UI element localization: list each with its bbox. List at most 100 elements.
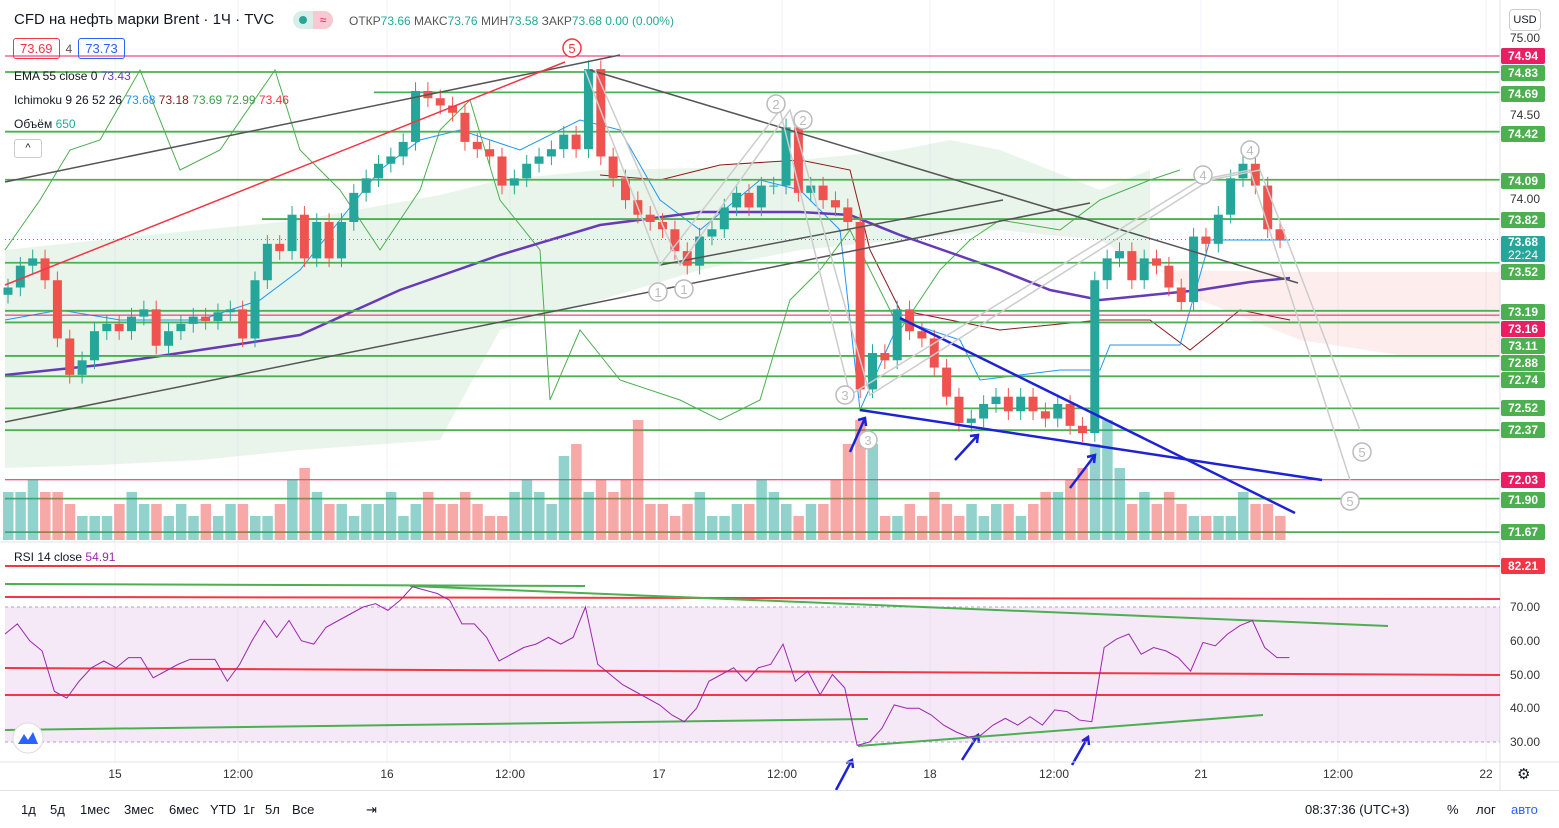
ichimoku-legend[interactable]: Ichimoku 9 26 52 26 73.68 73.18 73.69 72… [14,93,289,107]
candle [1003,396,1013,412]
candle [398,141,408,157]
price-level-tag: 74.69 [1501,86,1545,102]
currency-button[interactable]: USD [1509,9,1541,31]
candle [571,134,581,150]
candle [818,185,828,201]
volume-bar [3,492,14,540]
volume-bar [472,504,483,540]
wave-label-circle [793,110,813,130]
wave-label-circle [766,94,786,114]
volume-bar [756,480,767,540]
time-tick: 12:00 [222,767,254,781]
rsi-legend[interactable]: RSI 14 close 54.91 [14,550,116,564]
volume-bar [1200,516,1212,540]
candle [3,287,13,295]
rsi-level-tag: 82.21 [1501,558,1545,574]
trendline-gray [589,69,1299,284]
candle [670,229,680,252]
volume-bar [558,456,570,540]
trendline-blue [859,408,1323,482]
range-button[interactable]: Все [292,802,315,817]
wave-label-circle [674,279,694,299]
rsi-tick: 70.00 [1510,600,1541,614]
price-level-tag: 74.83 [1501,65,1545,81]
volume-bar [595,480,607,540]
volume-bar [620,480,631,540]
volume-bar [842,444,854,540]
candle [1077,425,1087,434]
wave-label: 3 [841,388,848,403]
candle [1176,287,1186,303]
volume-bar [966,504,977,540]
clock[interactable]: 08:37:36 (UTC+3) [1305,802,1410,817]
range-button[interactable]: 3мес [124,802,154,817]
delayed-icon: ≈ [313,11,333,29]
bottom-toolbar: 1д 5д 1мес 3мес 6мес YTD 1г 5л Все ⇥ 08:37:36 (U… [0,790,1559,828]
sell-button[interactable]: 73.69 [13,38,60,59]
range-button[interactable]: 1г [243,802,255,817]
wave-label: 5 [568,41,575,56]
range-button[interactable]: 5д [50,802,65,817]
tv-logo-icon [18,732,38,744]
price-tick: 75.00 [1510,31,1541,45]
range-button[interactable]: YTD [210,802,236,817]
wave-label: 1 [680,282,687,297]
rsi-level-red [4,596,1501,600]
candle [460,112,470,142]
range-button[interactable]: 1мес [80,802,110,817]
rsi-tick: 60.00 [1510,633,1541,648]
market-status-pill[interactable]: ≈ [293,11,333,29]
volume-bar [719,516,730,540]
range-button[interactable]: 6мес [169,802,199,817]
volume-bar [373,504,384,540]
candle [534,156,544,164]
volume-bar [435,504,446,540]
candle [435,98,445,106]
range-button[interactable]: 1д [21,802,36,817]
volume-bar [657,504,669,540]
collapse-legend-button[interactable]: ^ [14,139,42,158]
candle [225,309,235,313]
volume-bar [274,504,286,540]
rsi-trend-green [857,714,1264,747]
wave-label: 2 [772,97,779,112]
tv-logo-button[interactable] [12,722,44,754]
range-button[interactable]: 5л [265,802,280,817]
candle [374,163,383,179]
volume-bar [731,504,743,540]
volume-bar [1188,516,1200,540]
volume-bar [521,480,533,540]
volume-bar [509,492,520,540]
price-level-tag: 72.88 [1501,355,1545,371]
date-range-icon[interactable]: ⇥ [366,802,377,817]
candle [744,192,754,208]
wave-label: 5 [1358,445,1365,460]
candle [1263,185,1273,230]
candle [1016,396,1026,412]
volume-bar [212,516,224,540]
candle [164,331,174,346]
price-level-tag: 74.94 [1501,48,1545,64]
volume-bar [1015,516,1027,540]
volume-bar [27,480,39,540]
volume-bar [459,492,471,540]
percent-toggle[interactable]: % [1447,802,1459,817]
auto-toggle[interactable]: авто [1511,802,1538,817]
volume-bar [892,516,903,540]
ema-55-line [4,210,1291,377]
time-tick: 12:00 [1322,767,1354,781]
candle [299,214,309,259]
wave-label-circle [1340,491,1360,511]
candle [15,265,25,288]
candle [1152,258,1162,266]
symbol-title[interactable]: CFD на нефть марки Brent · 1Ч · TVC [14,11,275,28]
volume-bar [1151,504,1163,540]
candle [1201,236,1211,244]
log-toggle[interactable]: лог [1476,802,1496,817]
ema-legend[interactable]: EMA 55 close 0 73.43 [14,69,131,83]
buy-button[interactable]: 73.73 [78,38,125,59]
settings-gear-icon[interactable]: ⚙ [1517,766,1531,783]
volume-bar [941,504,953,540]
volume-legend[interactable]: Объём 650 [14,117,76,131]
